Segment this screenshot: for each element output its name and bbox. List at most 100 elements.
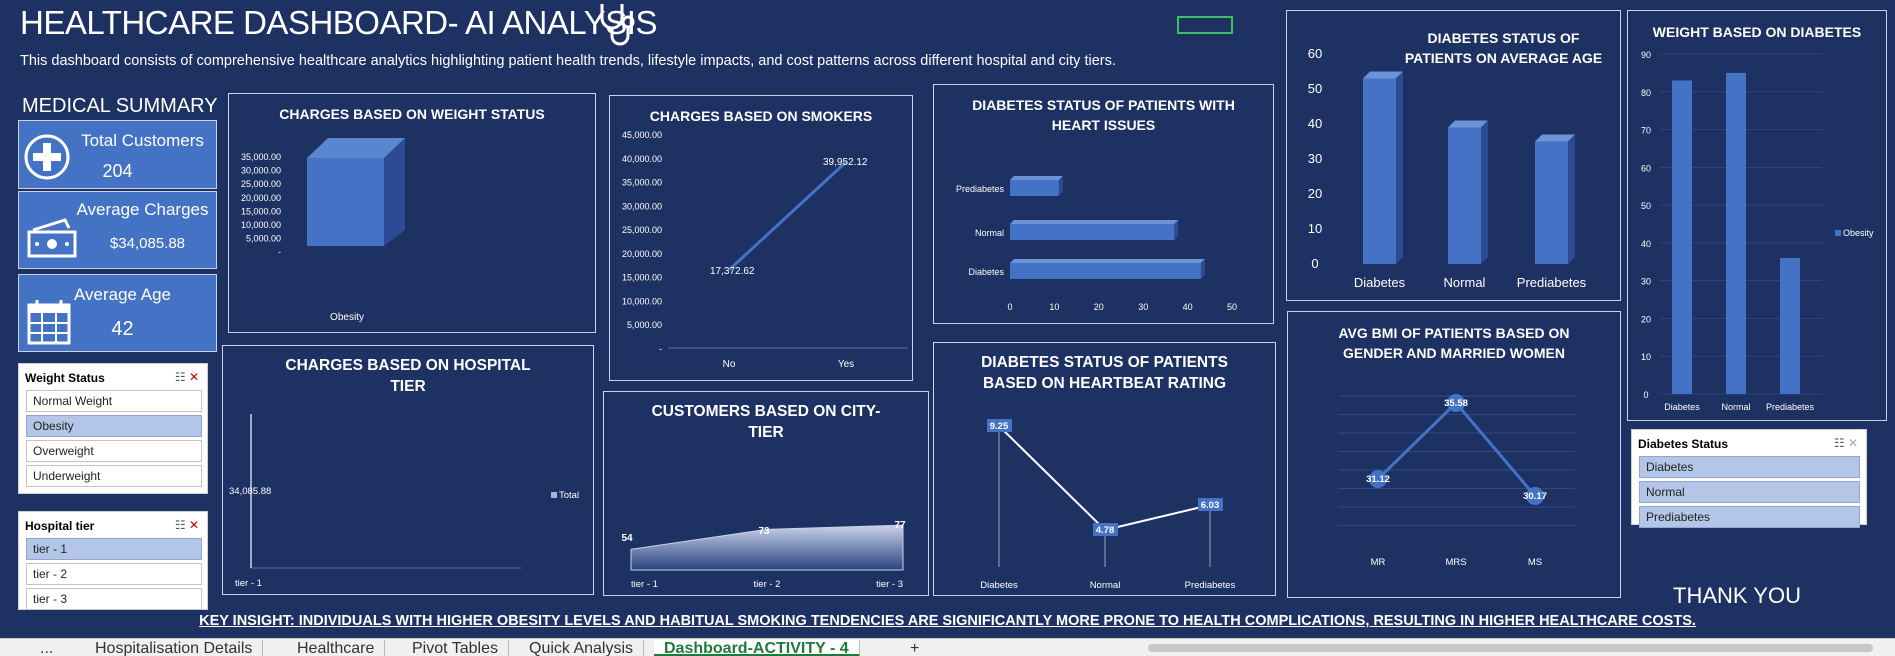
y-tick-label: 0 — [1643, 390, 1648, 400]
slicer-item-tier-1[interactable]: tier - 1 — [26, 538, 202, 560]
slicer-item-tier-3[interactable]: tier - 3 — [26, 588, 202, 610]
y-tick-label: 30 — [1641, 277, 1651, 287]
data-label: 39,952.12 — [823, 157, 868, 168]
chart-weight-svg: 35,000.00 30,000.00 25,000.00 20,000.00 15,0… — [241, 138, 405, 323]
multi-select-icon[interactable]: ☷ — [1833, 436, 1845, 450]
bar-top — [1535, 134, 1575, 142]
x-tick-label: MS — [1528, 557, 1542, 568]
data-label: 6.03 — [1201, 500, 1220, 511]
x-tick-label: tier - 2 — [754, 579, 781, 590]
data-label: 35.58 — [1444, 398, 1468, 409]
horizontal-scrollbar[interactable] — [1148, 644, 1873, 652]
chart-smokers: CHARGES BASED ON SMOKERS 45,000.00 40,000… — [609, 95, 913, 381]
x-tick-label: 0 — [1007, 302, 1012, 312]
bar-side — [1174, 220, 1179, 240]
chart-title: CUSTOMERS BASED ON CITY- — [651, 403, 881, 420]
slicer-item-diabetes[interactable]: Diabetes — [1639, 456, 1860, 478]
chart-weight-diabetes: WEIGHT BASED ON DIABETES 90 80 70 60 50 40 30 2… — [1627, 10, 1887, 421]
chart-city-svg: 54 tier - 1 73 tier - 2 77 tier - 3 — [621, 520, 906, 590]
y-tick-label: 45,000.00 — [622, 130, 662, 140]
data-label: 31.12 — [1366, 474, 1390, 485]
data-label: 4.78 — [1096, 525, 1115, 536]
data-point — [1447, 394, 1465, 412]
bar-prediabetes — [1535, 141, 1568, 264]
tab-healthcare[interactable]: Healthcare — [287, 640, 386, 656]
y-tick-label: 40,000.00 — [622, 154, 662, 164]
slicer-item-obesity[interactable]: Obesity — [26, 415, 202, 437]
y-tick-label: - — [659, 344, 662, 354]
medical-cross-icon — [24, 134, 70, 180]
calendar-icon — [27, 300, 71, 345]
y-tick-label: Prediabetes — [956, 184, 1005, 194]
chart-title: WEIGHT BASED ON DIABETES — [1652, 24, 1862, 40]
chart-heart-issues: DIABETES STATUS OF PATIENTS WITH HEART I… — [933, 84, 1274, 324]
chart-city-tier: CUSTOMERS BASED ON CITY- TIER 54 tier - 1… — [603, 391, 929, 596]
multi-select-icon[interactable]: ☷ — [174, 518, 186, 532]
selected-cell[interactable] — [1177, 16, 1233, 34]
y-tick-label: 40 — [1308, 116, 1322, 131]
tab-dashboard-activity-4[interactable]: Dashboard-ACTIVITY - 4 — [654, 640, 860, 656]
y-tick-label: 50 — [1641, 201, 1651, 211]
slicer-item-prediabetes[interactable]: Prediabetes — [1639, 506, 1860, 528]
chart-hospital-tier: CHARGES BASED ON HOSPITAL TIER 34,085.88… — [222, 345, 594, 595]
chart-title-line2: GENDER AND MARRIED WOMEN — [1343, 345, 1565, 361]
dashboard-description: This dashboard consists of comprehensive… — [20, 53, 1116, 69]
chart-bmi-svg: 31.12 MR 35.58 MRS 30.17 MS — [1338, 394, 1575, 568]
x-tick-label: 50 — [1227, 302, 1237, 312]
chart-title: CHARGES BASED ON SMOKERS — [649, 108, 873, 124]
data-label: 77 — [894, 520, 906, 531]
data-label: 9.25 — [990, 421, 1009, 432]
chart-title-line2: TIER — [390, 378, 426, 395]
x-tick-label: 40 — [1183, 302, 1193, 312]
multi-select-icon[interactable]: ☷ — [174, 370, 186, 384]
y-axis-ticks: 35,000.00 30,000.00 25,000.00 20,000.00 15,0… — [241, 152, 281, 257]
tab-pivot-tables[interactable]: Pivot Tables — [402, 640, 509, 656]
slicer-item-overweight[interactable]: Overweight — [26, 440, 202, 462]
series-line — [1376, 400, 1537, 497]
x-tick-label: No — [723, 359, 736, 370]
chart-average-age: DIABETES STATUS OF PATIENTS ON AVERAGE A… — [1286, 10, 1621, 301]
chart-title: DIABETES STATUS OF — [1427, 30, 1580, 46]
clear-filter-icon[interactable]: ✕ — [188, 518, 199, 532]
bar-diabetes — [1672, 80, 1692, 394]
x-tick-label: tier - 1 — [235, 578, 262, 589]
bar-normal — [1448, 127, 1481, 264]
y-tick-label: 70 — [1641, 126, 1651, 136]
chart-title: AVG BMI OF PATIENTS BASED ON — [1338, 325, 1570, 341]
clear-filter-icon[interactable]: ✕ — [188, 370, 199, 384]
legend-label: Total — [559, 490, 579, 501]
tab-hospitalisation-details[interactable]: Hospitalisation Details — [85, 640, 264, 656]
y-tick-label: 10,000.00 — [622, 296, 662, 306]
tab-quick-analysis[interactable]: Quick Analysis — [519, 640, 645, 656]
kpi-label: Average Charges — [76, 200, 209, 219]
y-tick-label: 10 — [1308, 221, 1322, 236]
bar-diabetes — [1363, 78, 1396, 264]
bar-prediabetes — [1780, 258, 1800, 394]
tab-nav-ellipsis[interactable]: ... — [40, 640, 54, 656]
kpi-label: Total Customers — [81, 131, 204, 150]
kpi-value: $34,085.88 — [109, 235, 186, 252]
x-tick-label: Obesity — [330, 312, 364, 323]
data-label: 34,085.88 — [229, 486, 271, 497]
slicer-item-underweight[interactable]: Underweight — [26, 465, 202, 487]
chart-beat-svg: 9.25 Diabetes 4.78 Normal 6.03 Prediabetes — [980, 419, 1236, 591]
slicer-item-normal[interactable]: Normal — [1639, 481, 1860, 503]
slicer-item-tier-2[interactable]: tier - 2 — [26, 563, 202, 585]
x-tick-label: 20 — [1094, 302, 1104, 312]
y-tick-label: 20,000.00 — [241, 193, 281, 203]
bar-side — [1396, 71, 1403, 264]
add-sheet-button[interactable]: + — [910, 640, 920, 656]
y-tick-label: 25,000.00 — [241, 179, 281, 189]
slicer-title: Weight Status — [25, 371, 105, 385]
y-tick-label: 30 — [1308, 151, 1322, 166]
slicer-item-normal-weight[interactable]: Normal Weight — [26, 390, 202, 412]
chart-title: CHARGES BASED ON WEIGHT STATUS — [279, 106, 545, 122]
data-label: 17,372.62 — [710, 266, 755, 277]
cash-icon — [27, 218, 77, 258]
thank-you-text: THANK YOU — [1673, 583, 1801, 608]
chart-title-line2: PATIENTS ON AVERAGE AGE — [1404, 50, 1603, 66]
clear-filter-icon[interactable]: ✕ — [1847, 436, 1858, 450]
series-line — [727, 160, 848, 272]
chart-title-line2: BASED ON HEARTBEAT RATING — [982, 375, 1227, 392]
kpi-average-age: Average Age 42 — [18, 274, 217, 352]
